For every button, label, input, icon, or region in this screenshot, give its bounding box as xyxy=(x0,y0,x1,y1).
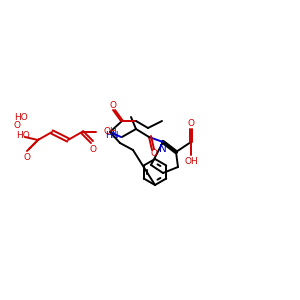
Text: O: O xyxy=(151,149,158,158)
Text: OH: OH xyxy=(104,128,118,136)
Text: O: O xyxy=(188,119,194,128)
Text: O: O xyxy=(110,100,116,109)
Text: HO: HO xyxy=(16,131,30,140)
Text: O: O xyxy=(14,122,21,130)
Text: OH: OH xyxy=(184,157,198,166)
Text: HN: HN xyxy=(106,130,119,140)
Text: O: O xyxy=(23,152,31,161)
Text: HO: HO xyxy=(14,113,28,122)
Text: N: N xyxy=(159,144,167,154)
Text: O: O xyxy=(89,145,97,154)
